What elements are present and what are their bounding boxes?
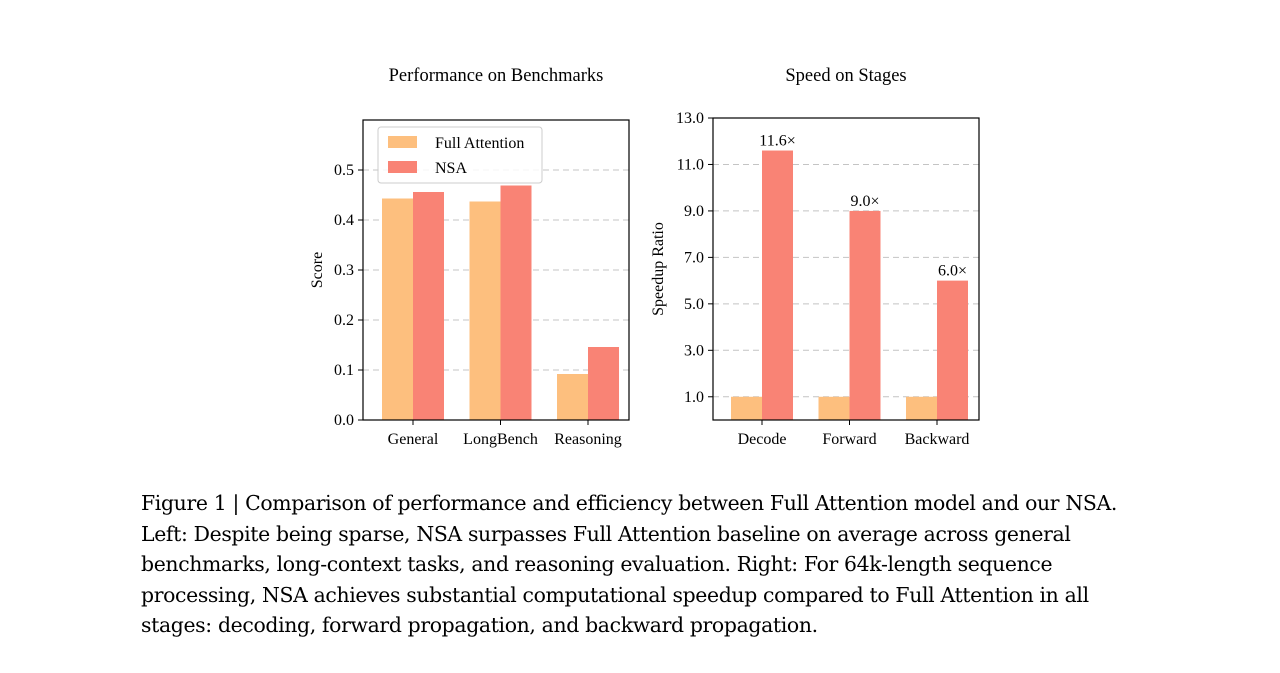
x-tick-label: General <box>388 431 439 448</box>
plot-frame <box>362 119 630 421</box>
bar-value-label: 6.0× <box>938 263 967 280</box>
bar-value-label: 11.6× <box>759 133 795 150</box>
x-tick-label: LongBench <box>463 431 538 448</box>
figure: 0.0 0.1 0.2 0.3 0.4 0.5 General LongBench Reason… <box>309 66 980 448</box>
chart-title: Performance on Benchmarks <box>389 66 604 86</box>
figure-caption: Figure 1 | Comparison of performance and… <box>141 488 1156 641</box>
y-tick-label: 13.0 <box>676 110 704 127</box>
y-tick-label: 1.0 <box>684 389 704 406</box>
caption-line: stages: decoding, forward propagation, a… <box>141 613 818 638</box>
y-axis-label: Score <box>309 252 326 288</box>
bar-full-attention <box>818 396 850 420</box>
bar-full-attention <box>906 396 937 420</box>
y-tick-label: 0.3 <box>334 262 354 279</box>
bar-nsa <box>500 185 532 420</box>
y-axis-label: Speedup Ratio <box>650 222 667 316</box>
y-tick-label: 5.0 <box>684 296 704 313</box>
bar-nsa <box>849 210 881 420</box>
y-tick-label: 3.0 <box>684 342 704 359</box>
y-tick-label: 0.2 <box>334 312 354 329</box>
caption-line: Figure 1 | Comparison of performance and… <box>141 491 1117 515</box>
y-tick-label: 7.0 <box>684 249 704 266</box>
chart-title: Speed on Stages <box>785 66 906 86</box>
plot-frame <box>712 117 980 421</box>
legend-box <box>377 126 543 184</box>
y-tick-label: 0.1 <box>334 362 354 379</box>
legend-label: Full Attention <box>435 135 524 152</box>
caption-line: benchmarks, long-context tasks, and reas… <box>141 552 1053 577</box>
y-tick-label: 9.0 <box>684 203 704 220</box>
caption-line: Left: Despite being sparse, NSA surpasse… <box>141 521 1071 546</box>
bar-full-attention <box>557 374 588 420</box>
bar-full-attention <box>731 396 762 420</box>
y-tick-label: 11.0 <box>677 156 704 173</box>
bar-full-attention <box>469 201 501 420</box>
bar-value-label: 9.0× <box>850 193 879 210</box>
x-tick-label: Forward <box>822 431 876 448</box>
bar-nsa <box>588 347 619 420</box>
y-tick-label: 0.5 <box>334 162 354 179</box>
caption-line: processing, NSA achieves substantial com… <box>141 582 1089 607</box>
x-tick-label: Decode <box>738 431 787 448</box>
bar-nsa <box>762 150 793 420</box>
legend-swatch <box>388 161 417 173</box>
x-tick-label: Reasoning <box>554 431 622 448</box>
legend-label: NSA <box>435 160 467 177</box>
bar-nsa <box>413 192 444 420</box>
legend-swatch <box>388 136 417 148</box>
y-tick-label: 0.0 <box>334 412 354 429</box>
bar-full-attention <box>382 198 413 420</box>
x-tick-label: Backward <box>905 431 970 448</box>
y-tick-label: 0.4 <box>334 212 354 229</box>
bar-nsa <box>937 280 968 420</box>
